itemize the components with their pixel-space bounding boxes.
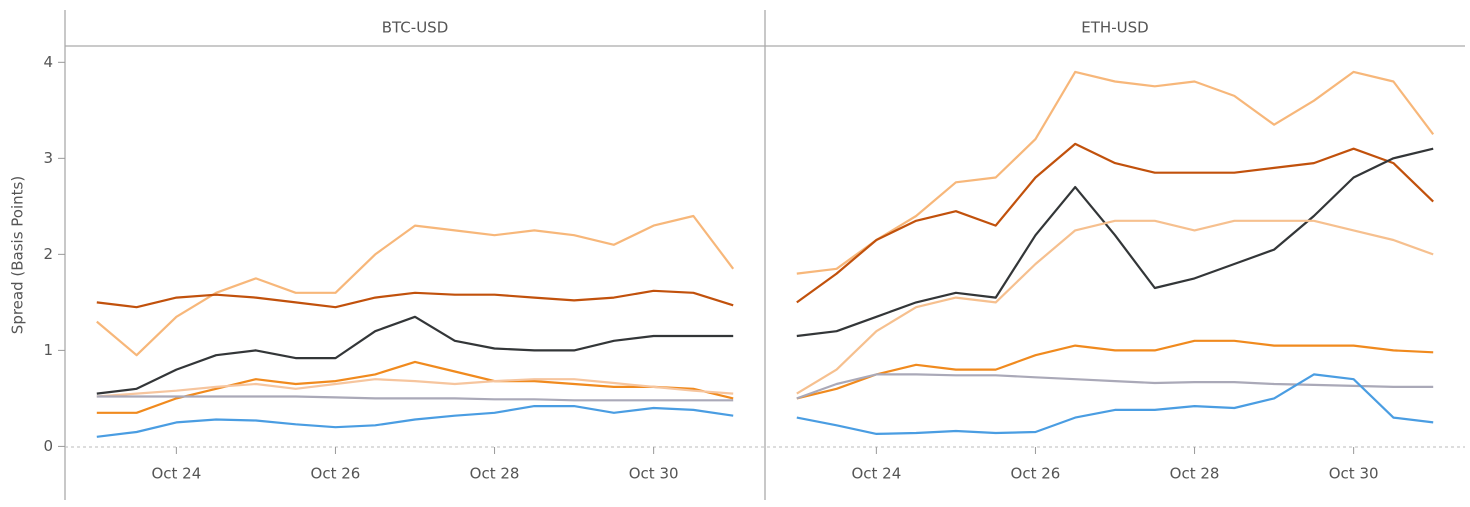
series-line: [96, 395, 734, 402]
series-line: [796, 373, 1434, 435]
series-line: [796, 142, 1434, 304]
series-line: [96, 289, 734, 309]
x-tick-label: Oct 28: [1170, 465, 1220, 483]
y-tick-label: 0: [43, 437, 53, 455]
panel-title: BTC-USD: [382, 19, 449, 37]
series-line: [796, 339, 1434, 400]
x-tick-label: Oct 26: [311, 465, 361, 483]
series-line: [796, 219, 1434, 395]
y-tick-label: 3: [43, 149, 53, 167]
series-line: [796, 70, 1435, 275]
series-line: [796, 373, 1434, 400]
series-line: [796, 147, 1434, 338]
x-tick-label: Oct 24: [151, 465, 201, 483]
y-axis-label: Spread (Basis Points): [9, 176, 27, 334]
series-line: [96, 360, 734, 414]
x-tick-label: Oct 30: [629, 465, 679, 483]
y-tick-label: 2: [43, 245, 53, 263]
series-line: [96, 378, 734, 398]
y-tick-label: 1: [43, 341, 53, 359]
x-tick-label: Oct 30: [1329, 465, 1379, 483]
x-tick-label: Oct 24: [851, 465, 901, 483]
series-line: [96, 405, 734, 438]
y-tick-label: 4: [43, 53, 53, 71]
x-tick-label: Oct 28: [470, 465, 520, 483]
series-line: [96, 214, 735, 357]
x-tick-label: Oct 26: [1011, 465, 1061, 483]
series-line: [96, 315, 734, 395]
panel-title: ETH-USD: [1081, 19, 1148, 37]
